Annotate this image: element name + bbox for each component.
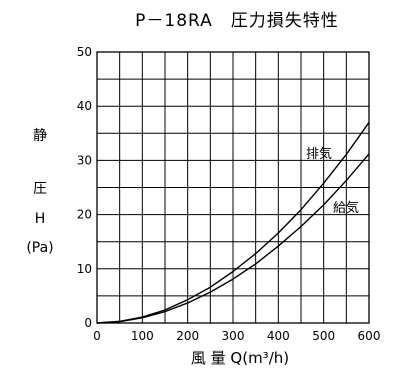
y-tick-label: 30 [77,153,92,167]
x-tick-label: 300 [222,329,245,343]
y-axis-label-line: 静 [33,128,47,144]
x-axis-label: 風 量 Q(m³/h) [191,349,289,367]
chart-title: P－18RA 圧力損失特性 [135,11,339,31]
y-axis-label-line: 圧 [33,181,47,197]
y-axis-label-line: (Pa) [26,240,53,256]
series-label: 排気 [306,146,332,162]
series-line [96,122,370,324]
y-tick-label: 50 [77,45,92,59]
x-tick-label: 500 [312,329,335,343]
tick-labels: 0 100 200 300 400 500 600 0 10 20 30 40 50 [77,45,381,343]
y-tick-label: 10 [77,262,92,276]
y-axis-label: 静圧H (Pa) [26,128,53,256]
series-line [96,153,370,324]
grid [96,51,370,324]
y-axis-label-line: H [35,211,46,227]
y-tick-label: 0 [84,316,92,330]
x-tick-label: 400 [267,329,290,343]
series-label: 給気 [333,200,359,216]
y-tick-label: 40 [77,99,92,113]
x-tick-label: 100 [131,329,154,343]
plot-frame [96,51,370,324]
x-tick-label: 600 [358,329,381,343]
x-tick-label: 200 [176,329,199,343]
y-tick-label: 20 [77,208,92,222]
x-tick-label: 0 [93,329,101,343]
